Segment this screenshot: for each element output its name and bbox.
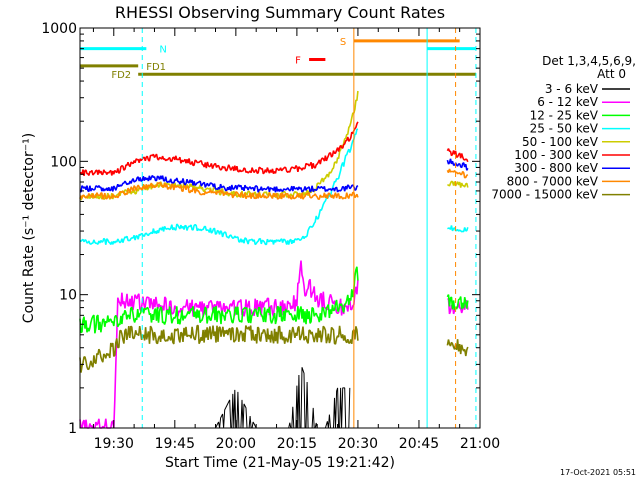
flag-label-5: F bbox=[295, 56, 301, 67]
x-tick-label-5: 20:45 bbox=[399, 436, 439, 452]
series-line-2-seg-0 bbox=[79, 266, 359, 334]
flag-label-3: FD2 bbox=[111, 70, 131, 81]
plot-series-group bbox=[79, 90, 469, 429]
series-line-3-seg-1 bbox=[447, 225, 469, 233]
series-line-3-seg-0 bbox=[79, 128, 359, 246]
legend-label-8: 7000 - 15000 keV bbox=[491, 188, 598, 202]
legend-label-6: 300 - 800 keV bbox=[514, 161, 598, 175]
series-line-1-seg-0 bbox=[79, 260, 359, 429]
chart-title: RHESSI Observing Summary Count Rates bbox=[115, 3, 445, 22]
y-tick-label-2: 100 bbox=[50, 154, 77, 170]
legend-label-2: 12 - 25 keV bbox=[530, 108, 599, 122]
x-tick-label-1: 19:45 bbox=[155, 436, 195, 452]
series-line-8-seg-1 bbox=[446, 339, 469, 357]
y-axis-label: Count Rate (s⁻¹ detector⁻¹) bbox=[21, 133, 37, 323]
series-line-4-seg-1 bbox=[447, 180, 469, 188]
x-axis-label: Start Time (21-May-05 19:21:42) bbox=[165, 455, 395, 471]
series-line-5-seg-1 bbox=[446, 148, 469, 163]
series-line-8-seg-0 bbox=[79, 324, 359, 373]
legend-label-5: 100 - 300 keV bbox=[514, 148, 598, 162]
footer-date: 17-Oct-2021 05:51 bbox=[560, 468, 636, 477]
series-line-2-seg-1 bbox=[446, 294, 469, 311]
series-line-7-seg-0 bbox=[79, 182, 359, 200]
x-tick-label-4: 20:30 bbox=[338, 436, 378, 452]
series-line-6-seg-0 bbox=[79, 175, 359, 193]
series-line-5-seg-0 bbox=[79, 121, 359, 176]
flag-label-4: S bbox=[340, 37, 346, 48]
legend-label-7: 800 - 7000 keV bbox=[507, 174, 599, 188]
x-tick-label-2: 20:00 bbox=[216, 436, 256, 452]
legend-label-4: 50 - 100 keV bbox=[522, 135, 599, 149]
y-tick-label-0: 1 bbox=[68, 421, 77, 437]
x-tick-label-6: 21:00 bbox=[460, 436, 500, 452]
legend-label-3: 25 - 50 keV bbox=[530, 122, 599, 136]
axes-group: 1 10 100 1000 19:30 19:45 20:00 20:15 20:30 20:45… bbox=[41, 21, 500, 452]
legend-header-line-1: Det 1,3,4,5,6,9, bbox=[542, 54, 636, 68]
y-tick-label-1: 10 bbox=[59, 288, 77, 304]
series-line-0-seg-0 bbox=[80, 367, 351, 429]
y-tick-label-3: 1000 bbox=[41, 21, 77, 37]
series-line-6-seg-1 bbox=[446, 158, 469, 171]
flag-label-2: FD1 bbox=[146, 62, 166, 73]
vertical-lines-group bbox=[141, 28, 477, 428]
x-tick-label-0: 19:30 bbox=[94, 436, 134, 452]
series-line-4-seg-0 bbox=[79, 90, 359, 201]
legend-label-1: 6 - 12 keV bbox=[537, 95, 599, 109]
flag-label-0: N bbox=[159, 45, 166, 56]
flag-bars-group: N FD1 FD2 S F bbox=[80, 37, 476, 81]
series-line-7-seg-1 bbox=[446, 168, 469, 179]
legend-label-0: 3 - 6 keV bbox=[545, 82, 599, 96]
x-tick-label-3: 20:15 bbox=[277, 436, 317, 452]
plot-frame bbox=[79, 27, 481, 429]
legend-header-line-2: Att 0 bbox=[597, 67, 626, 81]
